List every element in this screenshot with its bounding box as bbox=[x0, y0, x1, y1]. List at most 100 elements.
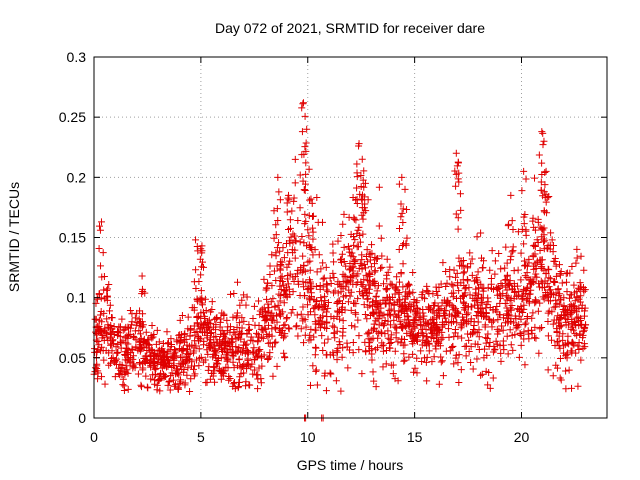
data-point bbox=[570, 281, 578, 289]
data-point bbox=[272, 325, 280, 333]
data-point bbox=[506, 326, 514, 334]
data-point bbox=[576, 279, 584, 287]
data-point bbox=[359, 215, 367, 223]
data-point bbox=[172, 370, 180, 378]
data-point bbox=[111, 358, 119, 366]
data-point bbox=[374, 282, 382, 290]
data-point bbox=[561, 341, 569, 349]
data-point bbox=[448, 280, 456, 288]
data-point bbox=[377, 328, 385, 336]
data-point bbox=[242, 382, 250, 390]
data-point bbox=[305, 212, 313, 220]
data-point bbox=[541, 181, 549, 189]
data-point bbox=[140, 343, 148, 351]
data-point bbox=[95, 290, 103, 298]
data-point bbox=[551, 254, 559, 262]
data-point bbox=[197, 287, 205, 295]
data-point bbox=[429, 320, 437, 328]
data-point bbox=[313, 298, 321, 306]
data-point bbox=[317, 265, 325, 273]
data-point bbox=[271, 302, 279, 310]
data-point bbox=[514, 323, 522, 331]
data-point bbox=[216, 318, 224, 326]
data-point bbox=[581, 286, 589, 294]
data-point bbox=[538, 324, 546, 332]
data-point bbox=[460, 316, 468, 324]
data-point bbox=[105, 307, 113, 315]
data-point bbox=[302, 139, 310, 147]
data-point bbox=[243, 360, 251, 368]
data-point bbox=[552, 303, 560, 311]
data-point bbox=[147, 375, 155, 383]
data-point bbox=[315, 251, 323, 259]
data-point bbox=[478, 370, 486, 378]
data-point bbox=[333, 356, 341, 364]
data-point bbox=[472, 311, 480, 319]
data-point bbox=[536, 325, 544, 333]
data-point bbox=[518, 292, 526, 300]
data-point bbox=[450, 360, 458, 368]
data-point bbox=[130, 333, 138, 341]
data-point bbox=[562, 270, 570, 278]
data-point bbox=[136, 360, 144, 368]
data-point bbox=[401, 316, 409, 324]
data-point bbox=[164, 339, 172, 347]
data-point bbox=[563, 351, 571, 359]
data-point bbox=[292, 323, 300, 331]
data-point bbox=[575, 317, 583, 325]
data-point bbox=[457, 366, 465, 374]
data-point bbox=[340, 210, 348, 218]
data-point bbox=[359, 230, 367, 238]
data-point bbox=[329, 269, 337, 277]
data-point bbox=[455, 178, 463, 186]
data-point bbox=[319, 275, 327, 283]
data-point bbox=[217, 315, 225, 323]
data-point bbox=[299, 99, 307, 107]
data-point bbox=[465, 336, 473, 344]
y-axis-label: SRMTID / TECUs bbox=[6, 182, 22, 292]
data-point bbox=[350, 215, 358, 223]
data-point bbox=[409, 288, 417, 296]
data-point bbox=[457, 279, 465, 287]
data-point bbox=[438, 357, 446, 365]
data-point bbox=[473, 355, 481, 363]
data-point bbox=[371, 267, 379, 275]
data-point bbox=[452, 273, 460, 281]
data-point bbox=[517, 315, 525, 323]
data-point bbox=[206, 325, 214, 333]
data-point bbox=[481, 312, 489, 320]
data-point bbox=[573, 308, 581, 316]
data-point bbox=[574, 382, 582, 390]
data-point bbox=[351, 323, 359, 331]
data-point bbox=[338, 250, 346, 258]
data-point bbox=[363, 330, 371, 338]
data-point bbox=[312, 366, 320, 374]
data-point bbox=[113, 348, 121, 356]
data-point bbox=[551, 277, 559, 285]
data-point bbox=[251, 366, 259, 374]
data-point bbox=[558, 279, 566, 287]
data-point bbox=[116, 333, 124, 341]
data-point bbox=[402, 305, 410, 313]
data-point bbox=[230, 325, 238, 333]
data-point bbox=[96, 327, 104, 335]
data-point bbox=[522, 226, 530, 234]
data-point bbox=[291, 155, 299, 163]
data-point bbox=[283, 199, 291, 207]
data-point bbox=[281, 353, 289, 361]
data-point bbox=[383, 255, 391, 263]
data-point bbox=[503, 286, 511, 294]
data-point bbox=[240, 369, 248, 377]
data-point bbox=[530, 223, 538, 231]
data-point bbox=[307, 381, 315, 389]
data-point bbox=[245, 321, 253, 329]
data-point bbox=[451, 167, 459, 175]
data-point bbox=[293, 270, 301, 278]
data-point bbox=[482, 334, 490, 342]
data-point bbox=[564, 321, 572, 329]
data-point bbox=[413, 336, 421, 344]
data-point bbox=[420, 312, 428, 320]
data-point bbox=[288, 207, 296, 215]
data-point bbox=[556, 315, 564, 323]
data-point bbox=[398, 322, 406, 330]
